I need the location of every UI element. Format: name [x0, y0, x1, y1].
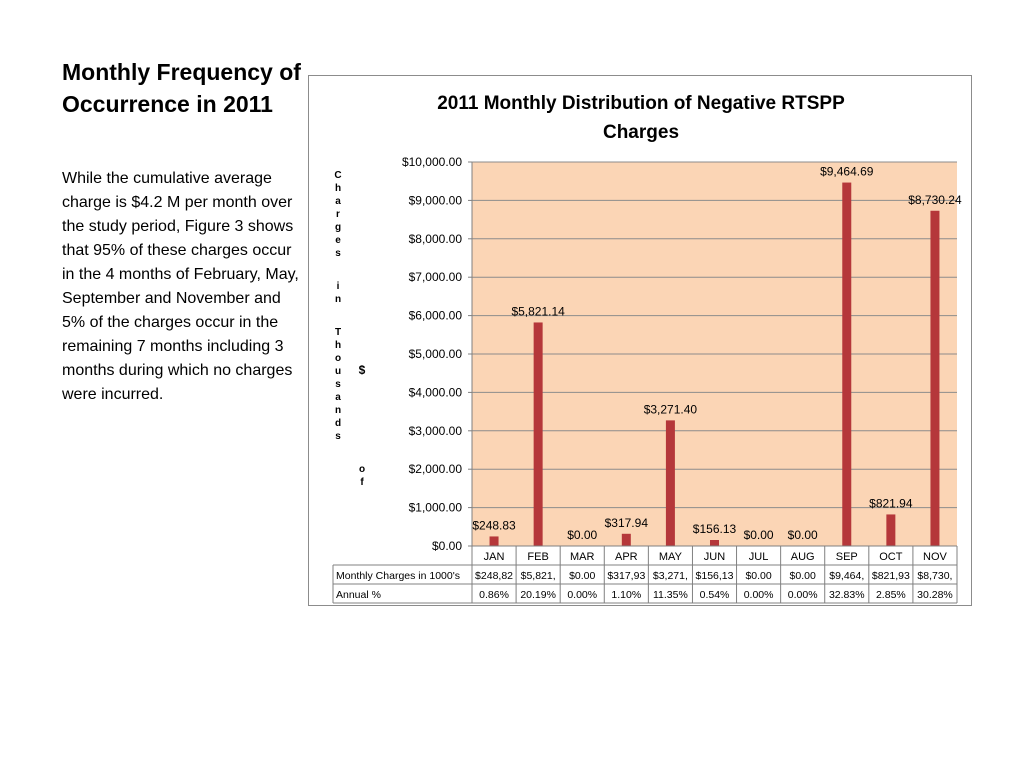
- x-tick-label: APR: [615, 551, 638, 563]
- x-tick-label: NOV: [923, 551, 948, 563]
- table-cell: 0.00%: [744, 589, 774, 601]
- data-label: $156.13: [693, 522, 737, 536]
- table-cell: $8,730,: [917, 570, 952, 582]
- bar-chart: 2011 Monthly Distribution of Negative RT…: [332, 93, 962, 604]
- bar: [533, 322, 543, 546]
- y-axis-label-word: T h o u s a n d s: [334, 327, 342, 442]
- y-axis-label-word: o f: [358, 464, 366, 488]
- y-tick-label: $5,000.00: [409, 347, 463, 361]
- x-tick-label: JUL: [749, 551, 769, 563]
- table-cell: $9,464,: [829, 570, 864, 582]
- y-tick-label: $0.00: [432, 539, 462, 553]
- table-cell: $0.00: [569, 570, 595, 582]
- table-cell: $3,271,: [653, 570, 688, 582]
- data-label: $3,271.40: [644, 402, 698, 416]
- table-cell: 0.54%: [700, 589, 730, 601]
- y-tick-label: $1,000.00: [409, 501, 463, 515]
- table-cell: $0.00: [745, 570, 771, 582]
- table-cell: $5,821,: [521, 570, 556, 582]
- data-label: $248.83: [472, 518, 516, 532]
- x-tick-label: SEP: [836, 551, 858, 563]
- y-tick-label: $9,000.00: [409, 193, 463, 207]
- x-tick-label: MAR: [570, 551, 595, 563]
- data-label: $0.00: [744, 528, 774, 542]
- y-axis-label-word: i n: [334, 281, 342, 305]
- x-tick-label: JUN: [704, 551, 725, 563]
- table-cell: 1.10%: [611, 589, 641, 601]
- data-label: $8,730.24: [908, 193, 962, 207]
- chart-title-line-2: Charges: [603, 122, 679, 143]
- table-cell: $821,93: [872, 570, 910, 582]
- bar: [621, 533, 631, 546]
- y-tick-label: $2,000.00: [409, 462, 463, 476]
- data-label: $5,821.14: [511, 304, 565, 318]
- table-row-label: Monthly Charges in 1000's: [336, 570, 460, 582]
- chart-title-line-1: 2011 Monthly Distribution of Negative RT…: [437, 93, 845, 114]
- y-tick-label: $6,000.00: [409, 309, 463, 323]
- table-cell: $317,93: [607, 570, 645, 582]
- table-cell: $156,13: [696, 570, 734, 582]
- table-cell: $248,82: [475, 570, 513, 582]
- bar: [489, 536, 499, 546]
- bar: [665, 420, 675, 546]
- bar: [710, 540, 719, 546]
- table-cell: 0.86%: [479, 589, 509, 601]
- x-tick-label: FEB: [527, 551, 548, 563]
- y-axis-label-word: $: [358, 363, 366, 377]
- table-row-label: Annual %: [336, 589, 381, 601]
- table-cell: 20.19%: [520, 589, 556, 601]
- table-cell: 11.35%: [653, 589, 688, 601]
- y-tick-label: $3,000.00: [409, 424, 463, 438]
- y-axis-label-word: C h a r g e s: [334, 170, 342, 259]
- x-tick-label: OCT: [879, 551, 903, 563]
- table-cell: 0.00%: [788, 589, 818, 601]
- table-cell: 32.83%: [829, 589, 865, 601]
- x-tick-label: JAN: [484, 551, 505, 563]
- table-cell: 30.28%: [917, 589, 953, 601]
- table-cell: 2.85%: [876, 589, 906, 601]
- table-cell: 0.00%: [567, 589, 597, 601]
- table-cell: $0.00: [790, 570, 816, 582]
- y-tick-label: $7,000.00: [409, 270, 463, 284]
- slide-title: Monthly Frequency of Occurrence in 2011: [62, 59, 301, 117]
- data-label: $0.00: [788, 528, 818, 542]
- data-label: $0.00: [567, 528, 597, 542]
- slide-body-text: While the cumulative average charge is $…: [62, 170, 299, 403]
- y-tick-label: $8,000.00: [409, 232, 463, 246]
- bar: [930, 210, 940, 546]
- data-label: $9,464.69: [820, 165, 874, 179]
- x-tick-label: MAY: [659, 551, 683, 563]
- x-tick-label: AUG: [791, 551, 815, 563]
- y-tick-label: $10,000.00: [402, 155, 462, 169]
- bar: [842, 182, 852, 546]
- data-label: $317.94: [605, 516, 649, 530]
- chart-frame: 2011 Monthly Distribution of Negative RT…: [308, 75, 972, 606]
- data-label: $821.94: [869, 496, 913, 510]
- bar: [886, 514, 896, 546]
- y-tick-label: $4,000.00: [409, 385, 463, 399]
